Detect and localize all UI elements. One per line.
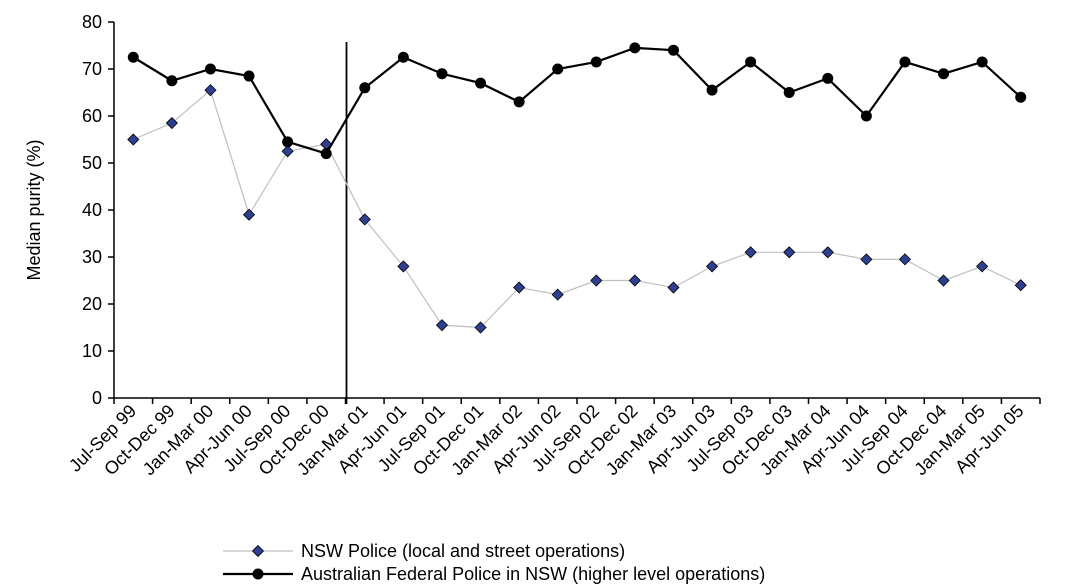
y-tick-label: 20 xyxy=(82,294,102,314)
y-tick-label: 70 xyxy=(82,59,102,79)
y-tick-label: 0 xyxy=(92,388,102,408)
data-point xyxy=(281,145,294,158)
data-point xyxy=(744,246,757,259)
data-point xyxy=(860,253,873,266)
data-point xyxy=(475,77,487,89)
data-point xyxy=(898,253,912,266)
data-point xyxy=(513,281,526,294)
y-tick-label: 50 xyxy=(82,153,102,173)
data-point xyxy=(937,274,950,287)
data-point xyxy=(243,70,255,82)
data-point xyxy=(513,96,525,108)
data-point xyxy=(590,274,603,287)
legend-item: NSW Police (local and street operations) xyxy=(223,541,625,561)
y-tick-label: 10 xyxy=(82,341,102,361)
data-point xyxy=(667,281,680,294)
y-tick-label: 60 xyxy=(82,106,102,126)
legend: NSW Police (local and street operations)… xyxy=(223,541,765,584)
data-point xyxy=(127,133,140,146)
data-point xyxy=(204,84,217,97)
data-point xyxy=(320,148,332,160)
data-point xyxy=(436,68,448,80)
data-point xyxy=(976,56,988,68)
data-point xyxy=(590,56,602,68)
data-point xyxy=(552,63,564,75)
data-point xyxy=(282,136,294,148)
series-line xyxy=(133,89,1021,329)
data-point xyxy=(706,84,718,96)
series-layer xyxy=(127,42,1027,334)
series-line xyxy=(132,46,1022,155)
legend-swatch-marker xyxy=(251,544,265,558)
data-point xyxy=(242,208,256,221)
data-point xyxy=(629,42,641,54)
data-point xyxy=(435,319,449,332)
y-axis-title: Median purity (%) xyxy=(24,139,44,280)
data-point xyxy=(358,213,371,226)
data-point xyxy=(551,288,564,301)
data-point xyxy=(204,63,216,75)
y-tick-label: 80 xyxy=(82,12,102,32)
data-point xyxy=(127,51,139,63)
data-point xyxy=(705,260,719,273)
data-point xyxy=(397,51,409,63)
data-point xyxy=(860,110,872,122)
series-0 xyxy=(127,84,1027,334)
data-point xyxy=(1015,91,1027,103)
data-point xyxy=(822,72,834,84)
data-point xyxy=(976,260,989,273)
data-point xyxy=(899,56,911,68)
y-tick-label: 30 xyxy=(82,247,102,267)
data-point xyxy=(166,75,178,87)
data-point xyxy=(667,44,679,56)
series-1 xyxy=(127,42,1027,160)
legend-swatch-marker xyxy=(252,568,264,580)
data-point xyxy=(783,87,795,98)
data-point xyxy=(1014,279,1027,292)
data-point xyxy=(783,246,796,259)
data-point xyxy=(745,56,757,68)
legend-label: Australian Federal Police in NSW (higher… xyxy=(301,564,765,584)
data-point xyxy=(397,260,410,273)
data-point xyxy=(474,321,487,334)
data-point xyxy=(628,274,641,287)
legend-label: NSW Police (local and street operations) xyxy=(301,541,625,561)
legend-item: Australian Federal Police in NSW (higher… xyxy=(223,564,765,584)
y-tick-label: 40 xyxy=(82,200,102,220)
data-point xyxy=(938,68,950,80)
data-point xyxy=(359,82,371,94)
data-point xyxy=(165,116,178,130)
data-point xyxy=(821,246,834,259)
